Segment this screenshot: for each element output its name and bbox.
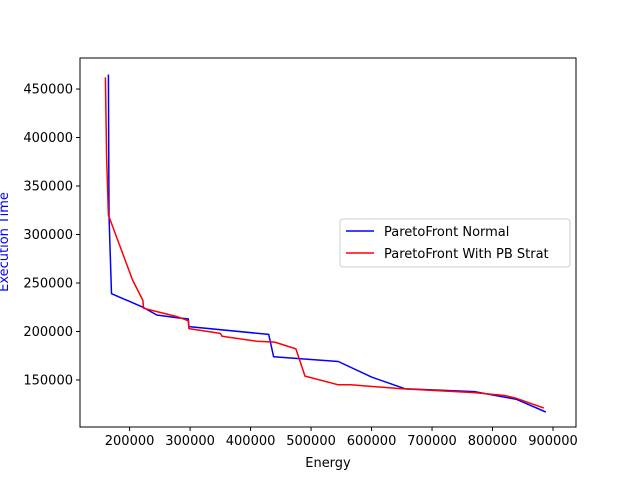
legend: ParetoFront Normal ParetoFront With PB S…: [339, 218, 571, 268]
y-tick-label: 450000: [23, 83, 73, 98]
y-tick-label: 150000: [23, 373, 73, 388]
y-tick-label: 300000: [23, 228, 73, 243]
x-tick-label: 600000: [347, 434, 397, 449]
legend-box: [339, 218, 571, 268]
y-tick-label: 400000: [23, 131, 73, 146]
x-tick-label: 300000: [165, 434, 215, 449]
x-axis-ticks: 200000 300000 400000 500000 600000 700000 8000…: [105, 427, 578, 449]
plot-lines: [104, 74, 547, 413]
x-tick-label: 800000: [468, 434, 518, 449]
legend-label-normal: ParetoFront Normal: [384, 225, 509, 240]
series-line-pb-strat: [104, 77, 545, 409]
x-tick-label: 200000: [105, 434, 155, 449]
y-tick-label: 350000: [23, 180, 73, 195]
legend-label-pb-strat: ParetoFront With PB Strat: [384, 247, 549, 262]
axes-frame: [79, 57, 577, 428]
x-tick-label: 900000: [528, 434, 578, 449]
y-axis-label: Execution Time: [0, 192, 12, 292]
y-tick-label: 200000: [23, 325, 73, 340]
y-axis-ticks: 150000 200000 250000 300000 350000 400000 4500…: [23, 83, 80, 388]
x-tick-label: 400000: [226, 434, 276, 449]
x-tick-label: 700000: [407, 434, 457, 449]
x-axis-label: Energy: [305, 456, 351, 471]
x-tick-label: 500000: [286, 434, 336, 449]
y-tick-label: 250000: [23, 276, 73, 291]
